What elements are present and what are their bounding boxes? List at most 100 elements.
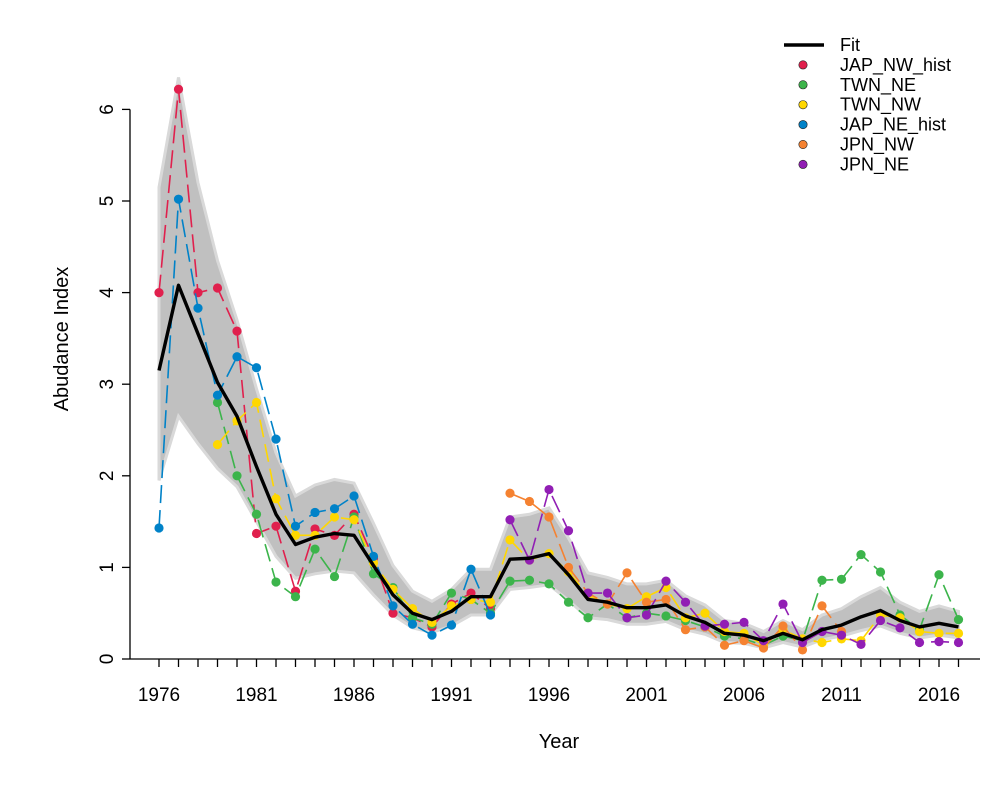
data-point-jpn-ne [680,597,691,607]
data-point-jpn-nw [524,496,535,507]
y-axis-label: Abudance Index [51,267,73,412]
data-point-jap-ne-hist [446,620,457,630]
data-point-jap-ne-hist [466,564,476,574]
data-point-jap-ne-hist [290,521,301,531]
data-point-twn-nw [329,512,340,522]
y-tick-label: 2 [97,471,118,482]
legend-label-jap-nw-hist: JAP_NW_hist [840,55,951,76]
data-point-twn-nw [914,626,925,637]
data-point-jpn-ne [641,610,652,620]
data-point-jap-ne-hist [193,303,203,313]
data-point-jap-ne-hist [154,523,164,533]
data-point-jpn-ne [836,630,847,640]
series-line-jpn-ne [509,487,959,646]
data-point-twn-ne [212,397,223,408]
data-point-jap-nw-hist [251,528,262,539]
y-tick-label: 3 [97,379,118,390]
x-tick-label: 2016 [918,685,960,706]
x-tick-label: 1986 [333,685,375,706]
data-point-twn-nw [505,535,515,545]
data-point-jap-ne-hist [251,363,262,373]
data-point-jap-ne-hist [485,610,496,620]
data-point-jpn-ne [778,599,788,609]
y-tick-label: 0 [97,654,118,665]
data-point-twn-nw [817,637,827,648]
data-point-twn-ne [953,615,964,625]
series-jpn-ne [505,484,964,649]
data-point-jpn-nw [661,594,671,605]
axes-layer: 0 1 2 3 4 5 6 1976 1981 1986 1991 1996 2001 2006 2011 2… [97,104,980,706]
data-point-jpn-ne [622,613,632,623]
data-point-twn-ne [232,471,242,481]
data-point-jpn-ne [719,619,730,629]
data-point-jpn-ne [661,576,671,586]
data-point-twn-ne [836,574,847,584]
data-point-jpn-nw [544,512,554,522]
legend-label-fit: Fit [840,35,860,55]
fit-line [157,283,959,643]
data-point-jpn-ne [544,484,554,495]
data-point-jap-ne-hist [329,504,340,514]
legend-marker-twn-nw [798,100,808,110]
y-tick-label: 6 [97,104,118,115]
data-point-jap-nw-hist [388,608,398,618]
data-point-twn-ne [251,509,262,519]
series-line-jap-ne-hist [158,199,492,637]
data-point-jpn-ne [505,515,515,525]
series-jpn-nw [505,488,847,655]
legend-marker-jpn-nw [798,140,808,150]
data-point-jap-nw-hist [154,288,164,298]
fit-layer [157,283,959,643]
y-tick-label: 4 [97,287,118,298]
data-point-jpn-ne [563,526,574,536]
data-point-twn-ne [310,544,320,554]
data-point-jpn-ne [895,623,905,633]
x-tick-label: 2011 [821,685,862,706]
data-point-twn-ne [544,579,554,589]
x-tick-label: 2006 [723,685,765,706]
data-point-twn-ne [290,592,301,602]
data-point-twn-ne [524,575,535,585]
data-point-jpn-ne [856,639,866,649]
data-point-jap-nw-hist [212,283,223,293]
data-point-jpn-nw [778,621,788,631]
data-point-jap-nw-hist [271,521,281,531]
data-point-jpn-nw [622,568,632,578]
x-tick-label: 1976 [138,685,180,706]
legend-label-jpn-ne: JPN_NE [840,154,909,175]
data-point-jpn-ne [914,637,925,648]
data-point-twn-nw [271,494,281,504]
data-point-jap-nw-hist [310,524,320,534]
data-point-twn-nw [212,440,223,450]
data-point-jpn-ne [953,637,964,648]
data-point-jpn-nw [719,640,730,650]
data-point-jpn-nw [817,601,827,611]
data-point-jpn-nw [641,597,652,607]
x-tick-label: 1996 [528,685,570,706]
data-point-jap-ne-hist [173,194,184,204]
data-point-twn-nw [349,515,359,525]
data-point-jpn-ne [602,588,613,598]
data-point-twn-ne [563,597,574,607]
data-point-twn-ne [329,571,340,582]
legend-label-twn-nw: TWN_NW [840,95,921,116]
legend-marker-jap-nw-hist [798,60,808,70]
y-tick-label: 5 [97,196,118,207]
data-point-twn-nw [485,597,496,607]
data-point-twn-ne [505,576,515,586]
data-point-jpn-nw [739,636,749,646]
data-point-jpn-nw [563,562,574,573]
data-point-jap-ne-hist [407,619,418,629]
data-point-jap-ne-hist [427,630,437,640]
data-point-twn-ne [875,567,886,577]
data-point-twn-nw [700,608,710,618]
x-tick-label: 2001 [625,685,667,706]
series-layer [154,84,964,655]
legend-marker-twn-ne [798,80,808,90]
x-tick-label: 1991 [430,685,472,706]
data-point-twn-ne [934,570,944,580]
data-point-jap-nw-hist [173,84,184,94]
data-point-jap-ne-hist [310,507,320,518]
legend-label-twn-ne: TWN_NE [840,75,916,96]
